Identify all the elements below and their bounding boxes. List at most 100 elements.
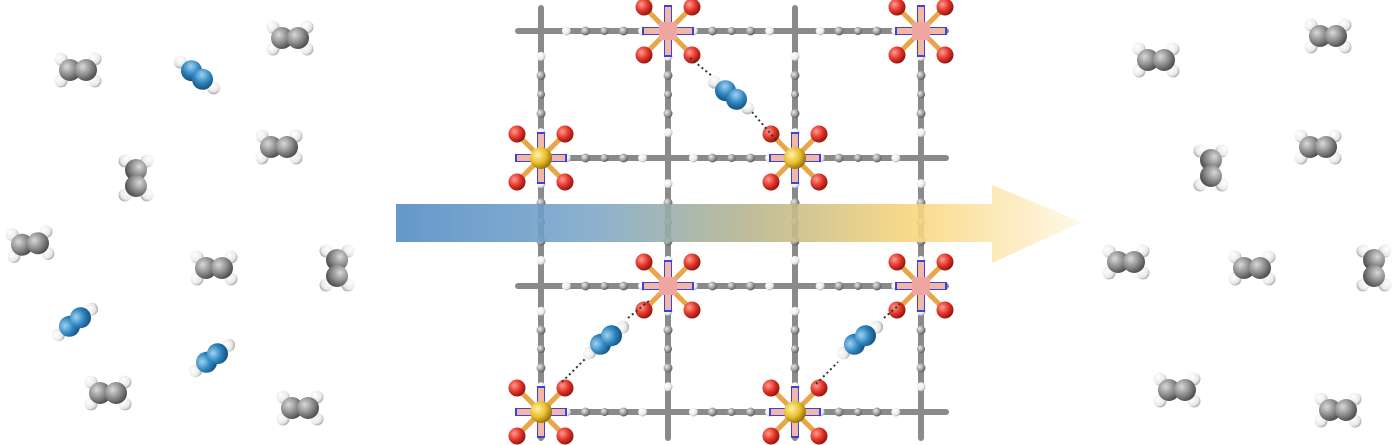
linker-atom xyxy=(727,282,736,290)
oxygen-atom xyxy=(762,173,780,191)
linker-atom xyxy=(834,281,844,291)
acetylene-molecule-icon xyxy=(51,302,99,342)
oxygen-atom xyxy=(936,46,954,64)
linker-atom xyxy=(664,90,672,99)
sulfur-atom xyxy=(530,147,552,169)
oxygen-atom xyxy=(556,379,574,397)
linker-atom xyxy=(815,26,825,36)
linker-atom xyxy=(765,26,775,36)
linker-atom xyxy=(537,345,545,353)
ethylene-molecule-icon xyxy=(54,52,102,88)
oxygen-atom xyxy=(635,253,653,271)
oxygen-atom xyxy=(936,301,954,319)
ethylene-molecule-icon xyxy=(118,154,154,202)
oxygen-atom xyxy=(936,0,954,16)
carbon-atom xyxy=(211,257,233,279)
linker-atom xyxy=(854,408,862,416)
linker-atom xyxy=(664,345,672,353)
linker-atom xyxy=(619,153,629,163)
hydrogen-bond-dotted xyxy=(815,361,839,385)
oxygen-atom xyxy=(556,173,574,191)
linker-atom xyxy=(663,179,673,189)
carbon-atom xyxy=(1153,49,1175,71)
linker-atom xyxy=(536,109,546,119)
purified-output xyxy=(1102,18,1392,428)
linker-atom xyxy=(619,281,629,291)
carbon-atom xyxy=(70,307,92,329)
framework-sieve xyxy=(508,0,954,445)
metal-center xyxy=(912,277,930,295)
linker-atom xyxy=(707,281,717,291)
carbon-atom xyxy=(1107,251,1129,273)
carbon-atom xyxy=(601,325,623,347)
sif6-metal-node-icon xyxy=(508,379,574,445)
carbon-atom xyxy=(59,59,81,81)
linker-atom xyxy=(815,281,825,291)
acetylene-molecule-icon xyxy=(836,320,884,360)
carbon-atom xyxy=(89,382,111,404)
oxygen-atom xyxy=(810,379,828,397)
sulfur-atom xyxy=(784,401,806,423)
linker-atom xyxy=(663,128,673,138)
ethylene-molecule-icon xyxy=(5,225,55,263)
linker-atom xyxy=(790,70,800,80)
ethylene-molecule-icon xyxy=(1228,250,1276,286)
ethylene-molecule-icon xyxy=(1102,244,1150,280)
oxygen-atom xyxy=(888,0,906,16)
linker-atom xyxy=(688,407,698,417)
linker-atom xyxy=(707,407,717,417)
acetylene-molecule-icon xyxy=(707,75,755,115)
ethylene-molecule-icon xyxy=(84,375,132,411)
linker-atom xyxy=(536,363,546,373)
oxygen-atom xyxy=(635,0,653,16)
linker-atom xyxy=(619,26,629,36)
oxygen-atom xyxy=(888,253,906,271)
linker-atom xyxy=(872,407,882,417)
linker-atom xyxy=(916,128,926,138)
linker-atom xyxy=(638,153,648,163)
flow-arrow-shape xyxy=(396,185,1082,263)
oxygen-atom xyxy=(810,125,828,143)
linker-atom xyxy=(537,90,545,99)
linker-atom xyxy=(916,179,926,189)
carbon-atom xyxy=(1363,265,1385,287)
linker-atom xyxy=(561,26,571,36)
ethylene-molecule-icon xyxy=(1193,144,1229,192)
carbon-atom xyxy=(192,68,214,90)
linker-atom xyxy=(561,281,571,291)
oxygen-atom xyxy=(508,427,526,445)
linker-atom xyxy=(707,153,717,163)
linker-atom xyxy=(916,363,926,373)
ethylene-molecule-icon xyxy=(1132,42,1180,78)
linker-atom xyxy=(536,51,546,61)
acetylene-molecule-icon xyxy=(188,338,236,378)
oxygen-atom xyxy=(556,427,574,445)
carbon-atom xyxy=(75,59,97,81)
linker-atom xyxy=(791,345,799,353)
carbon-atom xyxy=(287,27,309,49)
linker-atom xyxy=(872,153,882,163)
ethylene-molecule-icon xyxy=(1314,392,1362,428)
carbon-atom xyxy=(105,382,127,404)
linker-atom xyxy=(916,325,926,335)
oxygen-atom xyxy=(810,173,828,191)
oxygen-atom xyxy=(683,301,701,319)
linker-atom xyxy=(872,281,882,291)
carbon-atom xyxy=(271,27,293,49)
carbon-atom xyxy=(1319,399,1341,421)
oxygen-atom xyxy=(635,301,653,319)
carbon-atom xyxy=(1137,49,1159,71)
carbon-atom xyxy=(207,343,229,365)
linker-atom xyxy=(536,255,546,265)
carbon-atom xyxy=(1325,25,1347,47)
carbon-atom xyxy=(1315,136,1337,158)
sulfur-atom xyxy=(530,401,552,423)
carbon-atom xyxy=(1309,25,1331,47)
linker-atom xyxy=(746,407,756,417)
ethylene-molecule-icon xyxy=(266,20,314,56)
sif6-metal-node-icon xyxy=(635,0,701,64)
linker-atom xyxy=(727,27,736,35)
carbon-atom xyxy=(726,88,748,110)
oxygen-atom xyxy=(683,253,701,271)
